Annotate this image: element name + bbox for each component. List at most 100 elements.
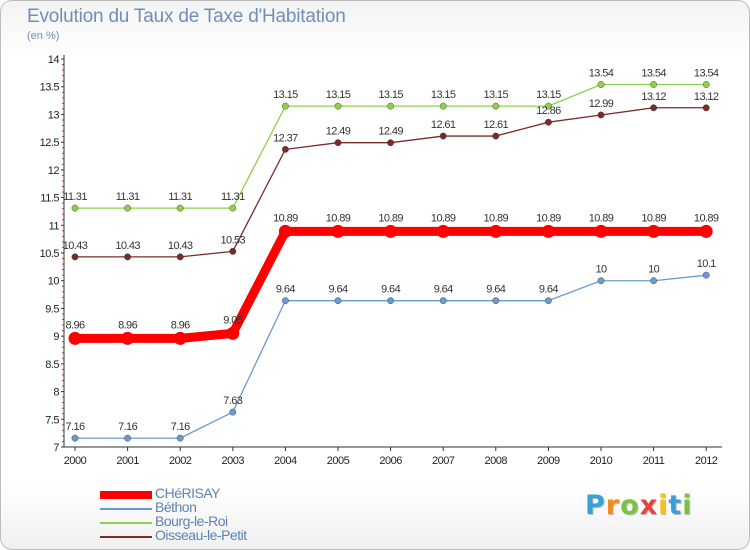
data-point (331, 224, 345, 238)
y-minor-tick (62, 346, 64, 348)
data-point (545, 297, 552, 305)
data-point (334, 102, 342, 110)
y-tick-label: 13 (48, 109, 60, 121)
y-minor-tick (62, 119, 64, 121)
data-label: 10.89 (536, 212, 561, 224)
data-label: 9.64 (539, 284, 558, 296)
data-label: 10.89 (641, 212, 666, 224)
legend-label: Bourg-le-Roi (155, 513, 228, 529)
data-point (489, 224, 503, 238)
x-tick-label: 2010 (590, 455, 613, 467)
data-point (650, 277, 657, 285)
x-tick-label: 2001 (116, 455, 139, 467)
y-minor-tick (62, 163, 64, 165)
data-label: 7.16 (65, 421, 84, 433)
y-minor-tick (62, 396, 64, 398)
data-point (281, 102, 289, 110)
x-tick-label: 2005 (327, 455, 350, 467)
data-point (492, 102, 500, 110)
data-point (545, 102, 552, 110)
data-label: 12.61 (431, 119, 456, 131)
data-label: 9.64 (276, 284, 295, 296)
y-minor-tick (62, 147, 64, 149)
y-minor-tick (62, 97, 64, 99)
logo-letter: i (658, 490, 669, 521)
data-label: 10.89 (589, 212, 614, 224)
data-label: 12.99 (589, 98, 614, 110)
data-point (439, 102, 447, 110)
legend-swatch (100, 522, 152, 524)
data-point (647, 224, 661, 238)
data-label: 9.64 (486, 284, 505, 296)
legend-label: CHéRISAY (155, 485, 220, 501)
logo-letter: P (585, 490, 606, 521)
y-minor-tick (62, 368, 64, 370)
y-minor-tick (62, 357, 64, 359)
data-point (278, 224, 292, 238)
data-point (124, 434, 132, 442)
data-point (387, 139, 394, 147)
y-minor-tick (62, 269, 64, 271)
y-minor-tick (62, 64, 64, 66)
y-minor-tick (62, 91, 64, 93)
legend-item: Bourg-le-Roi (100, 513, 350, 529)
data-label: 10.89 (273, 212, 298, 224)
data-point (173, 331, 187, 345)
data-point (176, 204, 184, 212)
data-point (387, 297, 394, 305)
data-label: 13.54 (641, 67, 666, 79)
y-minor-tick (62, 235, 64, 237)
y-tick-label: 7 (53, 442, 59, 454)
x-tick-label: 2007 (432, 455, 455, 467)
data-point (492, 132, 500, 140)
x-tick-label: 2003 (222, 455, 245, 467)
legend-item: Oisseau-le-Petit (100, 527, 350, 543)
data-point (229, 247, 237, 255)
y-tick-label: 14 (48, 54, 60, 66)
logo-letter: o (620, 490, 640, 521)
y-minor-tick (62, 424, 64, 426)
data-label: 12.49 (326, 126, 351, 138)
data-label: 11.31 (168, 191, 192, 203)
data-point (492, 297, 500, 305)
y-minor-tick (62, 402, 64, 404)
y-tick-label: 12.5 (40, 137, 60, 149)
y-minor-tick (62, 263, 64, 265)
y-tick-label: 11.5 (40, 193, 59, 205)
x-tick-label: 2008 (485, 455, 508, 467)
y-tick-label: 13.5 (40, 82, 60, 94)
data-label: 8.96 (171, 319, 190, 331)
y-minor-tick (62, 202, 64, 204)
logo-letter: t (668, 490, 683, 521)
data-point (650, 104, 657, 112)
data-point (650, 81, 657, 88)
data-label: 13.15 (536, 89, 561, 101)
data-label: 10.89 (326, 212, 351, 224)
y-minor-tick (62, 379, 64, 381)
y-minor-tick (62, 185, 64, 187)
data-point (545, 118, 552, 126)
y-minor-tick (62, 158, 64, 160)
y-minor-tick (62, 125, 64, 127)
data-label: 10.1 (697, 258, 716, 270)
y-minor-tick (62, 75, 64, 77)
data-label: 9.64 (328, 284, 347, 296)
x-tick-label: 2002 (169, 455, 192, 467)
y-minor-tick (62, 324, 64, 326)
y-minor-tick (62, 191, 64, 193)
data-label: 12.49 (378, 126, 403, 138)
data-label: 12.37 (273, 132, 298, 144)
y-minor-tick (62, 208, 64, 210)
chart-title: Evolution du Taux de Taxe d'Habitation (27, 6, 346, 27)
legend-swatch (100, 536, 152, 538)
legend-swatch (100, 491, 152, 499)
y-minor-tick (62, 341, 64, 343)
data-point (702, 81, 710, 88)
data-point (597, 81, 605, 88)
y-minor-tick (62, 291, 64, 293)
x-tick-label: 2004 (274, 455, 297, 467)
y-minor-tick (62, 435, 64, 437)
x-tick-label: 2011 (643, 455, 665, 467)
data-label: 13.12 (641, 91, 666, 103)
